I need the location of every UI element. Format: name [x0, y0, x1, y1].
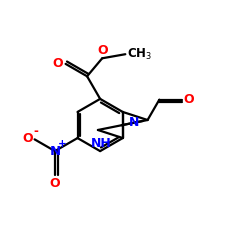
Text: O: O	[52, 58, 63, 70]
Text: N: N	[129, 116, 139, 129]
Text: NH: NH	[91, 137, 112, 150]
Text: O: O	[50, 176, 60, 190]
Text: +: +	[58, 139, 66, 149]
Text: -: -	[34, 126, 38, 138]
Text: N: N	[49, 144, 60, 158]
Text: O: O	[22, 132, 32, 144]
Text: O: O	[97, 44, 108, 57]
Text: O: O	[184, 93, 194, 106]
Text: CH$_3$: CH$_3$	[126, 47, 152, 62]
